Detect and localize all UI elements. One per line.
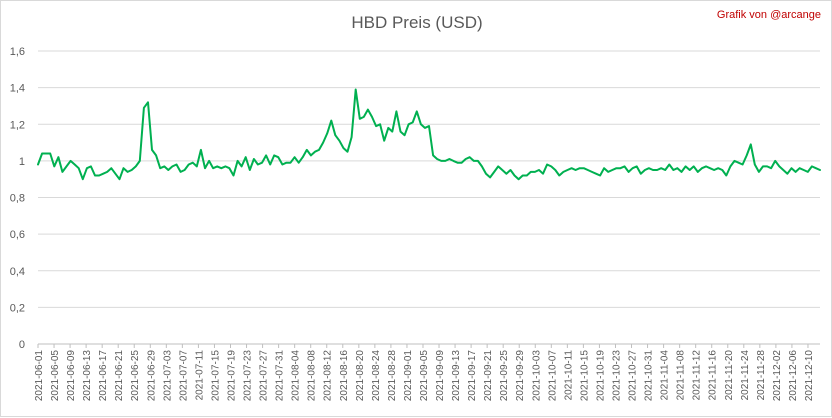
x-tick-label: 2021-08-28 xyxy=(387,350,398,402)
x-tick-label: 2021-10-15 xyxy=(579,350,590,402)
x-tick-label: 2021-07-07 xyxy=(178,350,189,402)
x-tick-label: 2021-09-09 xyxy=(435,350,446,402)
x-tick-label: 2021-09-01 xyxy=(403,350,414,402)
x-tick-label: 2021-08-20 xyxy=(355,350,366,402)
x-tick-label: 2021-09-29 xyxy=(515,350,526,402)
x-tick-label: 2021-07-15 xyxy=(210,350,221,402)
x-tick-label: 2021-07-11 xyxy=(194,350,205,401)
x-tick-label: 2021-10-11 xyxy=(563,350,574,401)
x-tick-label: 2021-08-04 xyxy=(291,350,302,402)
x-tick-label: 2021-07-23 xyxy=(243,350,254,402)
y-tick-label: 0,2 xyxy=(10,302,25,314)
x-tick-label: 2021-11-12 xyxy=(692,350,703,401)
x-tick-label: 2021-10-07 xyxy=(547,350,558,402)
x-tick-label: 2021-10-19 xyxy=(595,350,606,402)
x-tick-label: 2021-10-23 xyxy=(611,350,622,402)
x-tick-label: 2021-10-27 xyxy=(628,350,639,402)
y-tick-label: 0,6 xyxy=(10,229,25,241)
x-tick-label: 2021-11-20 xyxy=(724,350,735,401)
x-tick-label: 2021-11-08 xyxy=(676,350,687,401)
x-tick-label: 2021-10-03 xyxy=(531,350,542,402)
y-tick-label: 1 xyxy=(19,156,25,168)
credit-label: Grafik von @arcange xyxy=(716,9,821,21)
x-tick-label: 2021-12-02 xyxy=(772,350,783,402)
x-tick-label: 2021-06-25 xyxy=(130,350,141,402)
x-tick-label: 2021-06-21 xyxy=(114,350,125,402)
y-tick-label: 1,2 xyxy=(10,119,25,131)
y-tick-label: 0 xyxy=(19,339,25,351)
x-tick-label: 2021-09-13 xyxy=(451,350,462,402)
x-tick-label: 2021-06-13 xyxy=(82,350,93,402)
x-tick-label: 2021-09-25 xyxy=(499,350,510,402)
y-tick-label: 0,8 xyxy=(10,193,25,205)
x-tick-label: 2021-06-01 xyxy=(34,350,45,402)
x-tick-label: 2021-10-31 xyxy=(644,350,655,402)
x-tick-label: 2021-07-27 xyxy=(259,350,270,402)
y-tick-label: 1,4 xyxy=(10,83,25,95)
x-tick-label: 2021-08-12 xyxy=(323,350,334,402)
y-tick-label: 0,4 xyxy=(10,266,25,278)
x-tick-label: 2021-07-19 xyxy=(226,350,237,402)
x-tick-label: 2021-11-04 xyxy=(660,350,671,401)
series-line-hbd-price xyxy=(37,88,821,181)
x-tick-label: 2021-11-28 xyxy=(756,350,767,401)
x-tick-label: 2021-08-24 xyxy=(371,350,382,402)
chart-title: HBD Preis (USD) xyxy=(351,13,483,32)
x-tick-label: 2021-12-06 xyxy=(788,350,799,402)
x-tick-label: 2021-07-03 xyxy=(162,350,173,402)
x-tick-label: 2021-11-24 xyxy=(740,350,751,401)
x-tick-label: 2021-08-16 xyxy=(339,350,350,402)
x-tick-label: 2021-11-16 xyxy=(708,350,719,401)
x-tick-label: 2021-06-29 xyxy=(146,350,157,402)
x-tick-label: 2021-09-21 xyxy=(483,350,494,402)
x-tick-label: 2021-09-05 xyxy=(419,350,430,402)
x-tick-label: 2021-12-10 xyxy=(804,350,815,402)
x-tick-label: 2021-06-17 xyxy=(98,350,109,402)
x-tick-label: 2021-06-05 xyxy=(50,350,61,402)
x-tick-label: 2021-08-08 xyxy=(307,350,318,402)
x-tick-label: 2021-06-09 xyxy=(66,350,77,402)
x-tick-label: 2021-09-17 xyxy=(467,350,478,402)
y-tick-label: 1,6 xyxy=(10,46,25,58)
x-tick-label: 2021-07-31 xyxy=(275,350,286,402)
